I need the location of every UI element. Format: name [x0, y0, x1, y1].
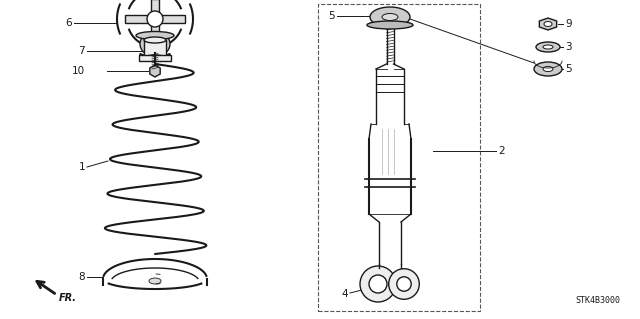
Text: 7: 7 — [78, 46, 85, 56]
Ellipse shape — [370, 7, 410, 27]
Text: 6: 6 — [65, 18, 72, 28]
Circle shape — [388, 269, 419, 299]
Text: 5: 5 — [328, 11, 335, 21]
Ellipse shape — [544, 21, 552, 26]
Circle shape — [397, 277, 412, 291]
Bar — [144, 40, 166, 58]
Ellipse shape — [149, 278, 161, 284]
Bar — [139, 55, 171, 61]
Ellipse shape — [367, 21, 413, 29]
Bar — [151, 0, 159, 39]
Polygon shape — [540, 18, 557, 30]
Text: 2: 2 — [498, 146, 504, 156]
Ellipse shape — [144, 37, 166, 43]
Ellipse shape — [543, 66, 553, 71]
Text: 9: 9 — [565, 19, 572, 29]
Text: 1: 1 — [78, 162, 85, 172]
Bar — [125, 15, 185, 23]
Text: 8: 8 — [78, 272, 85, 282]
Circle shape — [360, 266, 396, 302]
Polygon shape — [150, 65, 160, 77]
Text: 5: 5 — [565, 64, 572, 74]
Text: STK4B3000: STK4B3000 — [575, 296, 620, 305]
Text: 3: 3 — [565, 42, 572, 52]
Text: 10: 10 — [72, 66, 85, 76]
Circle shape — [147, 11, 163, 27]
Circle shape — [369, 275, 387, 293]
Ellipse shape — [534, 62, 562, 76]
Ellipse shape — [382, 13, 398, 20]
Ellipse shape — [543, 45, 553, 49]
Text: FR.: FR. — [59, 293, 77, 303]
Ellipse shape — [136, 32, 174, 40]
Ellipse shape — [144, 55, 166, 61]
Ellipse shape — [140, 32, 170, 56]
Ellipse shape — [536, 42, 560, 52]
Text: 4: 4 — [341, 289, 348, 299]
